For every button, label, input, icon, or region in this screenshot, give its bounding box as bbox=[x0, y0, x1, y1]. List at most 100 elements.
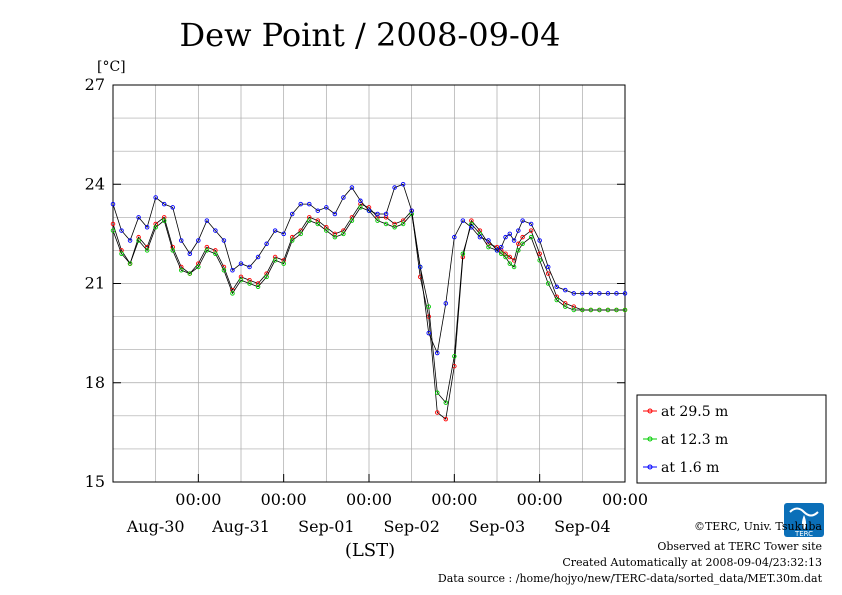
y-tick-label: 18 bbox=[85, 373, 105, 392]
series-1-point bbox=[127, 261, 133, 266]
series-2-point bbox=[516, 228, 521, 233]
series-2-point bbox=[554, 284, 559, 290]
series-1-point bbox=[520, 241, 525, 247]
series-line-0 bbox=[112, 203, 625, 420]
series-2-point bbox=[349, 185, 355, 190]
series-1-point bbox=[528, 234, 534, 240]
series-1-point bbox=[187, 271, 193, 276]
series-1-point bbox=[392, 225, 397, 230]
series-2-point bbox=[571, 291, 577, 296]
series-2-point bbox=[528, 221, 534, 227]
series-1-point bbox=[136, 238, 141, 243]
series-2-point bbox=[144, 225, 150, 230]
legend-label: at 1.6 m bbox=[661, 460, 719, 476]
series-2-point bbox=[588, 291, 594, 296]
series-2-point bbox=[196, 238, 201, 243]
series-1-point bbox=[499, 251, 504, 256]
series-2-point bbox=[443, 301, 449, 306]
series-0-point bbox=[110, 221, 116, 227]
series-0-point bbox=[537, 251, 542, 256]
x-axis-label: (LST) bbox=[345, 540, 395, 561]
legend-marker bbox=[647, 436, 653, 442]
series-1-point bbox=[435, 390, 440, 395]
x-axis-ticks: 00:00 Aug-30 00:00 Aug-31 00:00 Sep-01 00:00 Se… bbox=[126, 474, 648, 536]
series-2-point bbox=[298, 201, 303, 207]
x-tick-time-label: 00:00 bbox=[175, 490, 221, 509]
series-2-point bbox=[179, 238, 184, 243]
series-1-point bbox=[332, 234, 338, 240]
series-1-point bbox=[443, 400, 449, 405]
series-2-point bbox=[341, 195, 346, 200]
series-1-point bbox=[170, 248, 175, 253]
series-0-point bbox=[507, 254, 513, 260]
series-2-point bbox=[460, 218, 466, 223]
series-1-point bbox=[507, 261, 513, 266]
series-1-point bbox=[383, 221, 389, 227]
series-2-point bbox=[503, 234, 508, 240]
series-2-point bbox=[605, 291, 611, 296]
series-1-point bbox=[307, 218, 312, 223]
series-0-point bbox=[520, 234, 525, 240]
series-1-point bbox=[358, 205, 363, 210]
x-tick-time-label: 00:00 bbox=[602, 490, 648, 509]
series-2-point bbox=[545, 264, 551, 270]
series-1-point bbox=[238, 277, 244, 283]
series-1-point bbox=[264, 274, 269, 280]
series-2-point bbox=[281, 231, 286, 237]
series-2-point bbox=[213, 228, 218, 233]
observed-text: Observed at TERC Tower site bbox=[657, 540, 822, 553]
series-1-point bbox=[221, 268, 227, 273]
series-1-point bbox=[289, 238, 295, 243]
series-1-point bbox=[153, 225, 158, 230]
series-2-point bbox=[580, 291, 585, 296]
series-1-point bbox=[452, 354, 457, 359]
series-2-point bbox=[153, 195, 158, 200]
x-tick-date-label: Sep-01 bbox=[298, 517, 354, 536]
series-2-point bbox=[332, 211, 338, 217]
logo-text: TERC bbox=[794, 530, 813, 538]
series-0-point bbox=[435, 410, 440, 415]
series-2-point bbox=[520, 218, 525, 223]
series-1-point bbox=[537, 258, 542, 263]
series-1-point bbox=[588, 307, 594, 313]
series-2-point bbox=[400, 181, 406, 187]
terc-logo: TERC bbox=[784, 503, 824, 538]
series-1-point bbox=[426, 304, 431, 309]
series-1-point bbox=[375, 218, 380, 223]
series-line-1 bbox=[112, 206, 625, 404]
series-1-point bbox=[213, 251, 218, 256]
x-tick-date-label: Aug-30 bbox=[126, 517, 185, 536]
series-1-point bbox=[563, 304, 568, 309]
y-tick-label: 24 bbox=[85, 174, 105, 193]
series-1-point bbox=[614, 307, 619, 313]
series-2-point bbox=[537, 238, 542, 243]
series-1-point bbox=[315, 221, 321, 227]
series-2-point bbox=[375, 211, 380, 217]
series-2-point bbox=[221, 238, 227, 243]
x-tick-time-label: 00:00 bbox=[346, 490, 392, 509]
series-2-point bbox=[392, 185, 397, 190]
legend-box: at 29.5 m at 12.3 m at 1.6 m bbox=[636, 394, 827, 484]
legend-label: at 12.3 m bbox=[661, 432, 728, 448]
series-2-point bbox=[230, 268, 235, 273]
series-0-point bbox=[443, 416, 449, 422]
source-text: Data source : /home/hojyo/new/TERC-data/… bbox=[438, 572, 823, 585]
series-2-point bbox=[238, 261, 244, 266]
series-1-point bbox=[554, 297, 559, 303]
series-1-point bbox=[298, 231, 303, 237]
series-1-point bbox=[545, 281, 551, 286]
grid-lines bbox=[113, 85, 625, 482]
series-1-point bbox=[204, 248, 210, 253]
series-2-point bbox=[110, 201, 116, 207]
series-2-point bbox=[136, 215, 141, 220]
series-1-point bbox=[511, 264, 517, 270]
legend-marker bbox=[647, 408, 653, 414]
series-1-point bbox=[272, 258, 278, 263]
series-1-point bbox=[110, 228, 116, 233]
series-2-point bbox=[511, 238, 517, 243]
series-2-point bbox=[435, 350, 440, 356]
series-2-point bbox=[324, 205, 329, 210]
series-1-point bbox=[119, 251, 124, 256]
series-2-point bbox=[204, 218, 210, 223]
